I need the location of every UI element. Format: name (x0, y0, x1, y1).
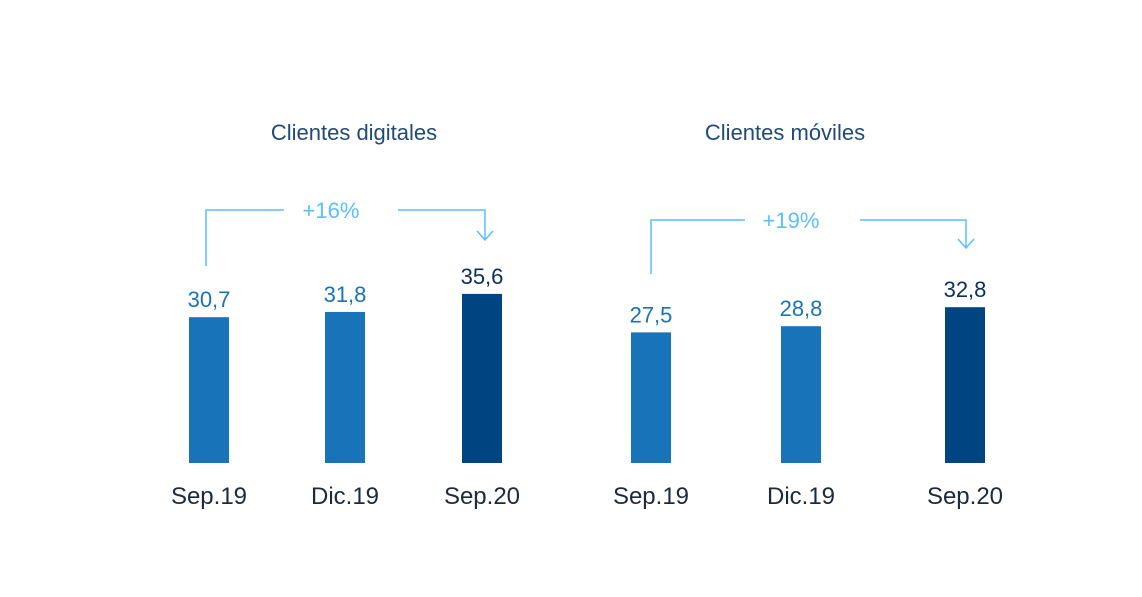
growth-arrow-head-mobile (957, 238, 975, 250)
bar-mobile-dic19 (781, 326, 821, 463)
value-label-digital-dic19: 31,8 (324, 282, 367, 307)
value-label-mobile-dic19: 28,8 (780, 296, 823, 321)
growth-bracket-left-mobile (650, 219, 745, 274)
category-label-digital-sep19: Sep.19 (171, 483, 247, 510)
chart-title-mobile: Clientes móviles (705, 120, 865, 145)
growth-label-mobile: +19% (763, 208, 820, 233)
growth-indicator-mobile: +19% (650, 208, 975, 274)
bar-digital-dic19 (325, 311, 365, 463)
bar-mobile-sep20 (945, 307, 985, 463)
growth-bracket-right-mobile (860, 219, 967, 248)
value-label-mobile-sep19: 27,5 (630, 302, 673, 327)
category-label-digital-sep20: Sep.20 (444, 483, 520, 510)
chart-title-digital: Clientes digitales (271, 120, 437, 145)
category-label-digital-dic19: Dic.19 (311, 483, 379, 510)
bar-digital-sep20 (462, 293, 502, 463)
bar-digital-sep19 (189, 317, 229, 463)
growth-bracket-left-digital (205, 209, 284, 266)
category-label-mobile-dic19: Dic.19 (767, 483, 835, 510)
growth-indicator-digital: +16% (205, 198, 494, 266)
value-label-mobile-sep20: 32,8 (944, 277, 987, 302)
category-label-mobile-sep19: Sep.19 (613, 483, 689, 510)
chart-panel-digital: Clientes digitales +16% 30,7 31,8 35,6 S… (171, 120, 520, 510)
growth-bracket-right-digital (398, 209, 486, 240)
value-label-digital-sep19: 30,7 (188, 287, 231, 312)
growth-arrow-head-digital (476, 230, 494, 242)
value-label-digital-sep20: 35,6 (461, 264, 504, 289)
category-label-mobile-sep20: Sep.20 (927, 483, 1003, 510)
bar-mobile-sep19 (631, 332, 671, 463)
chart-panel-mobile: Clientes móviles +19% 27,5 28,8 32,8 Sep… (613, 120, 1003, 510)
growth-label-digital: +16% (303, 198, 360, 223)
